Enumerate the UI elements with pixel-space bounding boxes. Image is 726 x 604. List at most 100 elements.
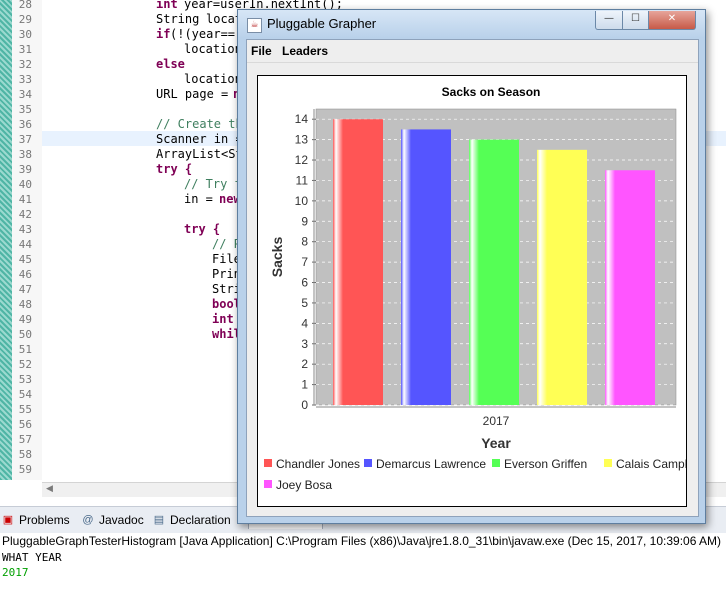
maximize-button[interactable]: ☐ <box>622 11 649 30</box>
bar-chandler-jones <box>333 119 383 405</box>
bar-calais-campbell <box>537 149 587 405</box>
code-line-39: try { <box>156 162 193 176</box>
editor-overview-stripe <box>0 0 12 480</box>
y-axis-label: Sacks <box>269 237 285 278</box>
bar-everson-griffen <box>469 139 519 405</box>
close-button[interactable]: ✕ <box>648 11 696 30</box>
line-number: 44 <box>18 238 32 251</box>
chart-title: Sacks on Season <box>442 85 541 99</box>
tab-javadoc[interactable]: @ Javadoc <box>82 511 144 529</box>
line-number: 55 <box>18 403 32 416</box>
window-client-area: File Leaders Sacks on Season 0 1 2 3 4 5 6 7 8 9 10… <box>246 39 703 517</box>
line-number: 54 <box>18 388 32 401</box>
scroll-left-icon[interactable]: ◀ <box>46 484 53 494</box>
code-line-33: location <box>184 72 242 86</box>
line-number: 33 <box>18 73 32 86</box>
y-tick-label: 11 <box>296 173 309 187</box>
menu-bar: File Leaders <box>247 40 698 63</box>
code-line-41-new: new <box>219 192 241 206</box>
x-category-label: 2017 <box>483 414 510 428</box>
legend-entry: Everson Griffen <box>504 457 587 471</box>
minimize-button[interactable]: — <box>595 11 623 30</box>
y-tick-label: 8 <box>301 235 308 249</box>
line-number: 45 <box>18 253 32 266</box>
code-line-47: Stri <box>212 282 241 296</box>
x-axis-label: Year <box>481 435 511 451</box>
line-number: 31 <box>18 43 32 56</box>
line-number: 58 <box>18 448 32 461</box>
legend-swatch <box>264 480 272 488</box>
line-number: 59 <box>18 463 32 476</box>
code-line-41: in = <box>184 192 221 206</box>
bar-demarcus-lawrence <box>401 129 451 405</box>
line-number: 56 <box>18 418 32 431</box>
y-tick-label: 7 <box>301 255 308 269</box>
code-line-46: Prin <box>212 267 241 281</box>
y-tick-label: 5 <box>301 296 308 310</box>
tab-declaration[interactable]: ▤ Declaration <box>153 511 231 529</box>
code-line-43: try { <box>184 222 221 236</box>
line-number: 51 <box>18 343 32 356</box>
line-number: 39 <box>18 163 32 176</box>
line-number: 42 <box>18 208 32 221</box>
code-line-29-var: locat <box>206 12 243 26</box>
y-tick-label: 0 <box>301 398 308 412</box>
code-keyword-if: if <box>156 27 171 41</box>
line-number: 38 <box>18 148 32 161</box>
code-line-38: ArrayList<St <box>156 147 243 161</box>
legend-entry: Demarcus Lawrence <box>376 457 486 471</box>
line-number: 29 <box>18 13 32 26</box>
code-line-37: Scanner in = <box>156 132 250 146</box>
line-number: 37 <box>18 133 32 146</box>
tab-declaration-label: Declaration <box>170 513 231 527</box>
code-keyword-else: else <box>156 57 185 71</box>
code-line-29-type: String <box>156 12 200 26</box>
menu-file[interactable]: File <box>251 44 272 58</box>
window-title: Pluggable Grapher <box>267 16 377 31</box>
console-view[interactable]: PluggableGraphTesterHistogram [Java Appl… <box>0 533 726 604</box>
legend-swatch <box>604 459 612 467</box>
tab-problems-label: Problems <box>19 513 70 527</box>
line-number: 35 <box>18 103 32 116</box>
console-process-description: PluggableGraphTesterHistogram [Java Appl… <box>2 534 722 548</box>
console-input-line: 2017 <box>2 566 29 579</box>
line-number: 48 <box>18 298 32 311</box>
line-number: 34 <box>18 88 32 101</box>
y-tick-label: 6 <box>301 276 308 290</box>
line-number: 52 <box>18 358 32 371</box>
code-line-45: File <box>212 252 241 266</box>
line-number: 43 <box>18 223 32 236</box>
line-number: 50 <box>18 328 32 341</box>
tab-problems[interactable]: ▣ Problems <box>2 511 70 529</box>
code-line-36-comment: // Create th <box>156 117 243 131</box>
menu-leaders[interactable]: Leaders <box>282 44 329 58</box>
y-tick-label: 13 <box>295 133 309 147</box>
chart-panel: Sacks on Season 0 1 2 3 4 5 6 7 8 9 10 11 12 13 14 2017 Y… <box>257 75 703 507</box>
line-number: 57 <box>18 433 32 446</box>
window-titlebar[interactable]: ☕ Pluggable Grapher — ☐ ✕ <box>238 10 705 38</box>
y-tick-label: 12 <box>295 153 309 167</box>
code-line-31: location <box>184 42 242 56</box>
code-line-50: whil <box>212 327 241 341</box>
problems-icon: ▣ <box>2 514 14 526</box>
code-line-48: bool <box>212 297 241 311</box>
legend-swatch <box>364 459 372 467</box>
line-number: 36 <box>18 118 32 131</box>
code-keyword-int: int <box>156 0 178 11</box>
at-icon: @ <box>82 514 94 526</box>
legend-entry: Joey Bosa <box>276 478 332 492</box>
legend-entry: Chandler Jones <box>276 457 360 471</box>
y-tick-label: 9 <box>301 214 308 228</box>
code-line-40-comment: // Try t <box>184 177 242 191</box>
line-number-gutter <box>12 0 42 480</box>
bar-joey-bosa <box>605 170 655 405</box>
console-output-line: WHAT YEAR <box>2 551 62 564</box>
y-tick-label: 1 <box>301 378 308 392</box>
y-tick-label: 4 <box>301 316 308 330</box>
code-line-30: (!(year== <box>170 27 236 41</box>
tab-javadoc-label: Javadoc <box>99 513 144 527</box>
y-tick-label: 14 <box>295 112 309 126</box>
line-number: 30 <box>18 28 32 41</box>
sacks-bar-chart: Sacks on Season012345678910111213142017Y… <box>264 85 703 492</box>
line-number: 41 <box>18 193 32 206</box>
